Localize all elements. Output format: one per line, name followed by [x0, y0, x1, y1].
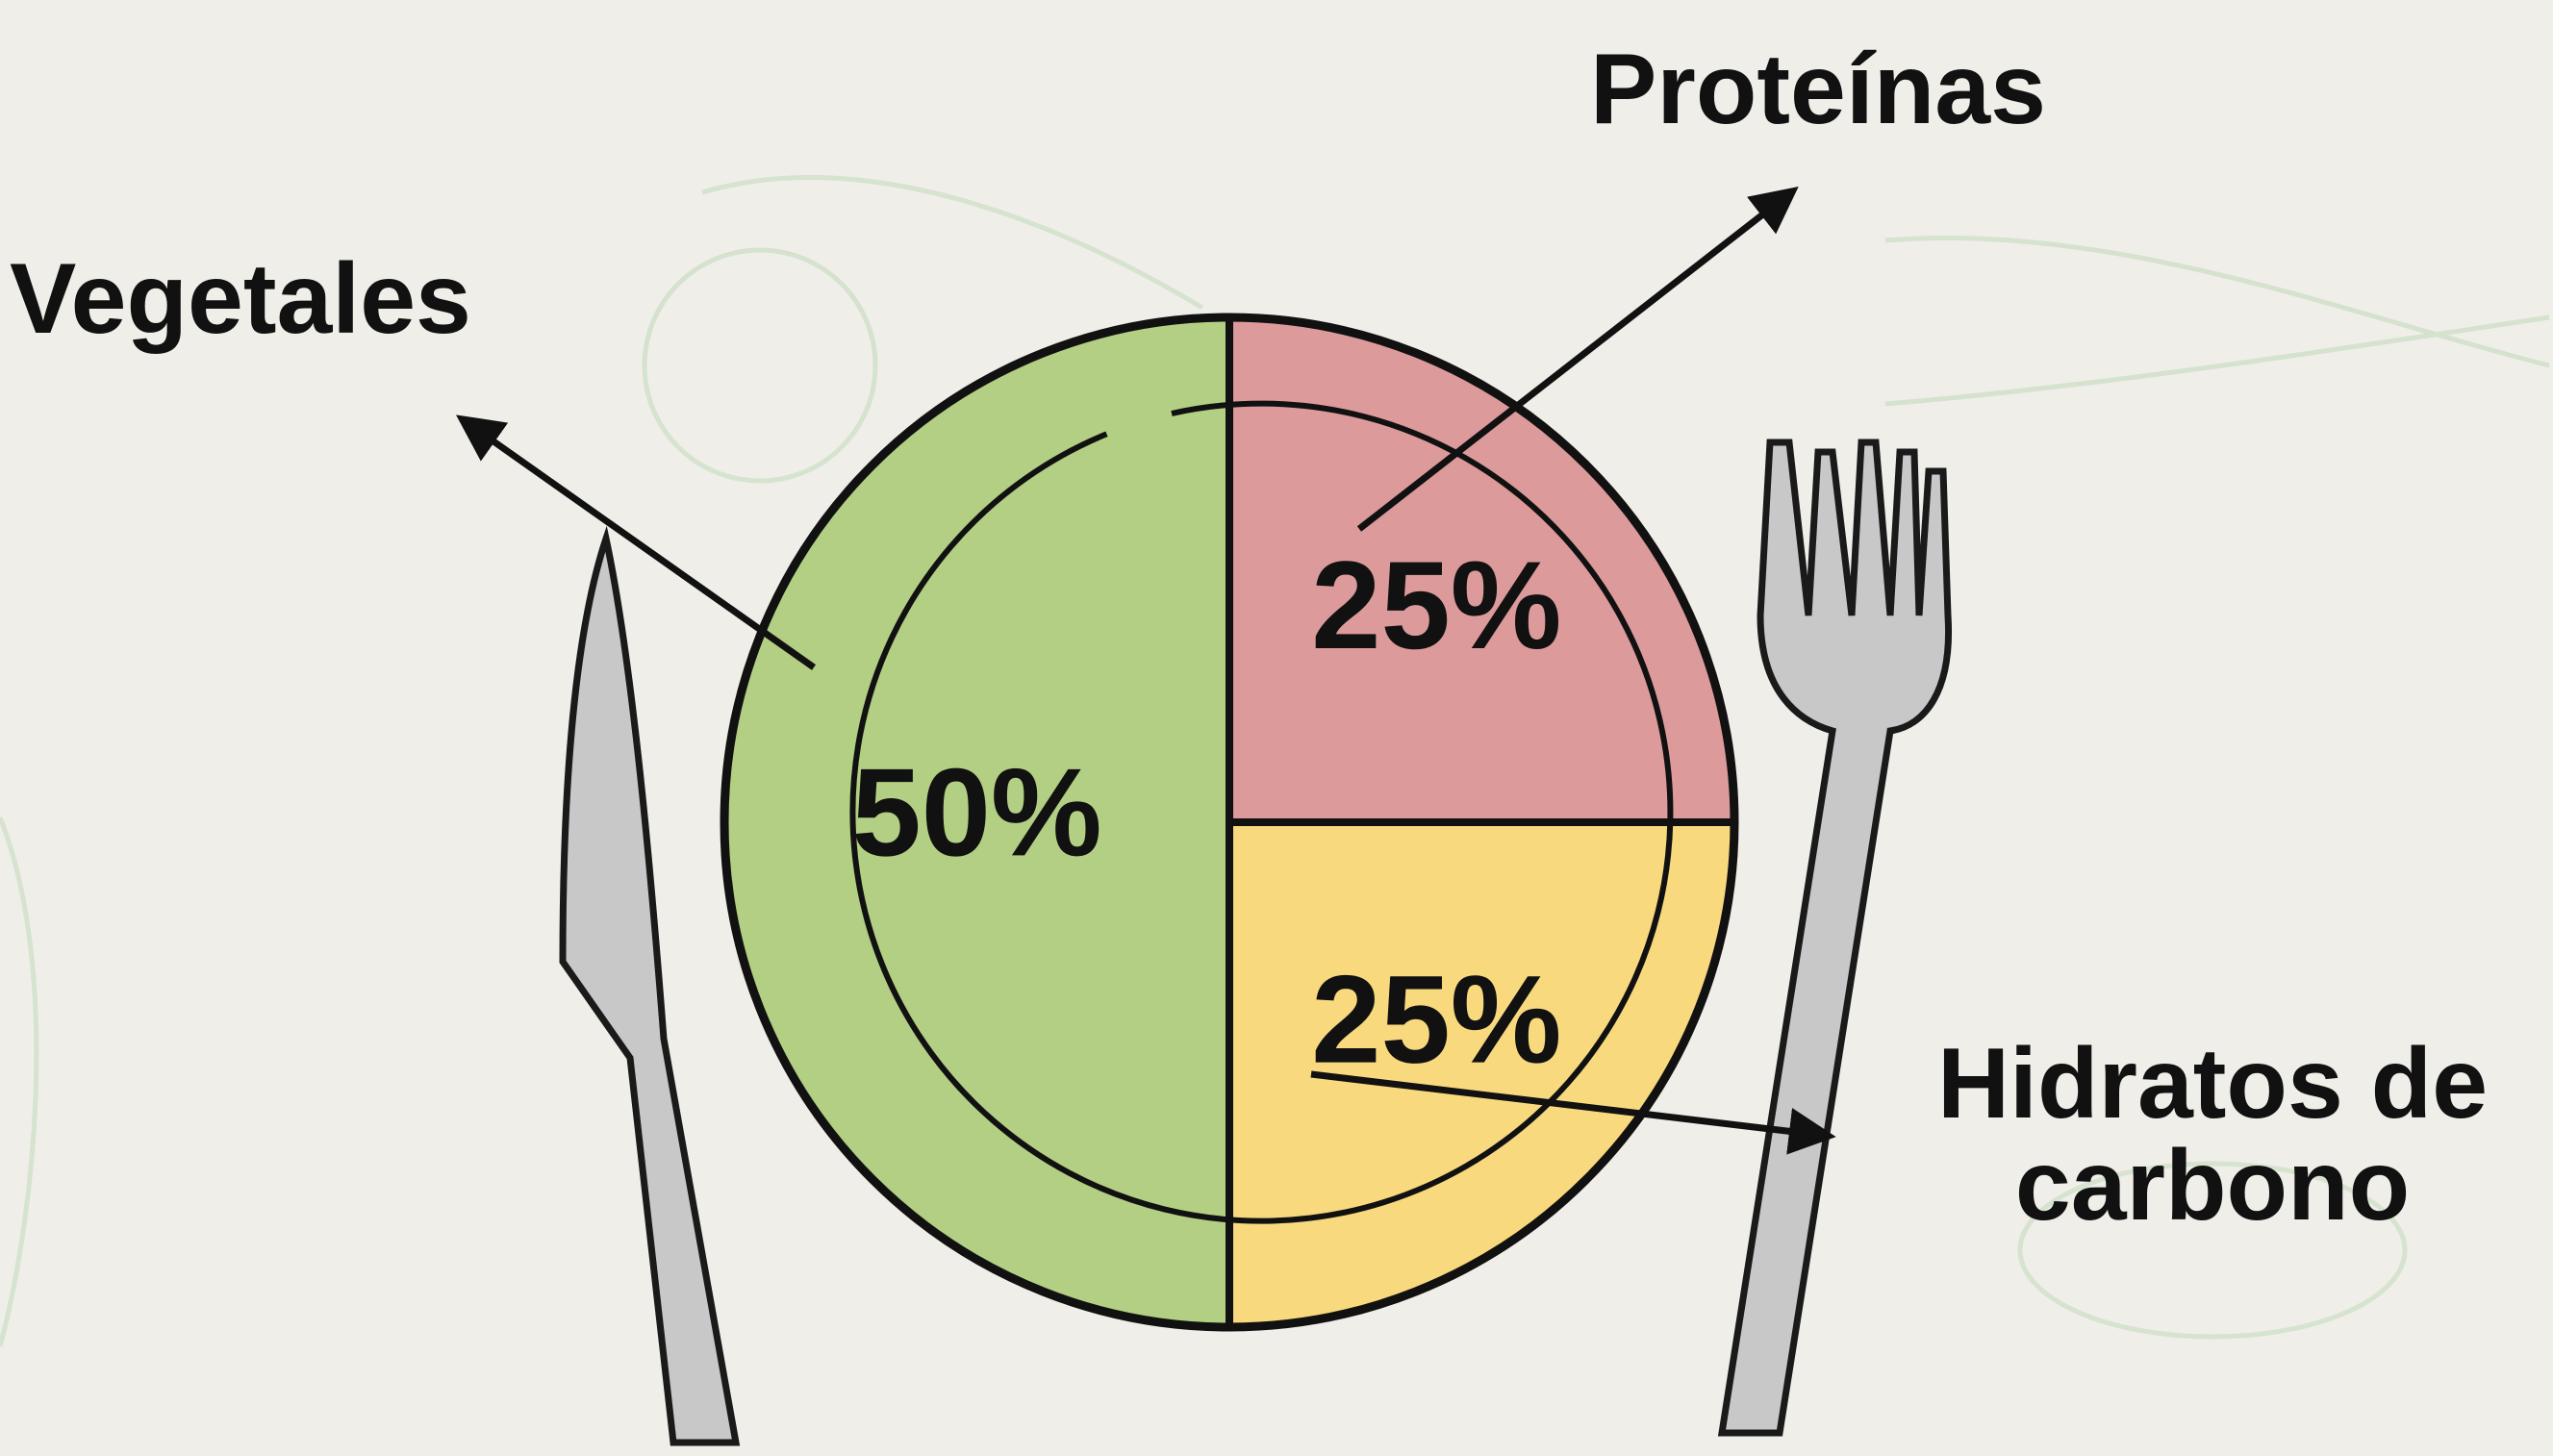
plate-rim [720, 313, 1739, 1332]
arrow [455, 414, 817, 670]
category-label: Vegetales [10, 243, 471, 355]
category-label: Proteínas [1590, 34, 2046, 145]
background-sketch [0, 175, 2550, 1347]
value-label: 25% [1311, 535, 1561, 675]
arrow [1356, 186, 1799, 532]
plate-inner-ring [849, 400, 1674, 1224]
arrow [1310, 1070, 1836, 1155]
knife [559, 525, 741, 1446]
value-label: 50% [851, 741, 1101, 882]
plate [720, 313, 1739, 1332]
value-label: 25% [1311, 949, 1561, 1090]
fork [1717, 439, 1953, 1437]
category-label: Hidratos de carbono [1936, 1028, 2489, 1242]
